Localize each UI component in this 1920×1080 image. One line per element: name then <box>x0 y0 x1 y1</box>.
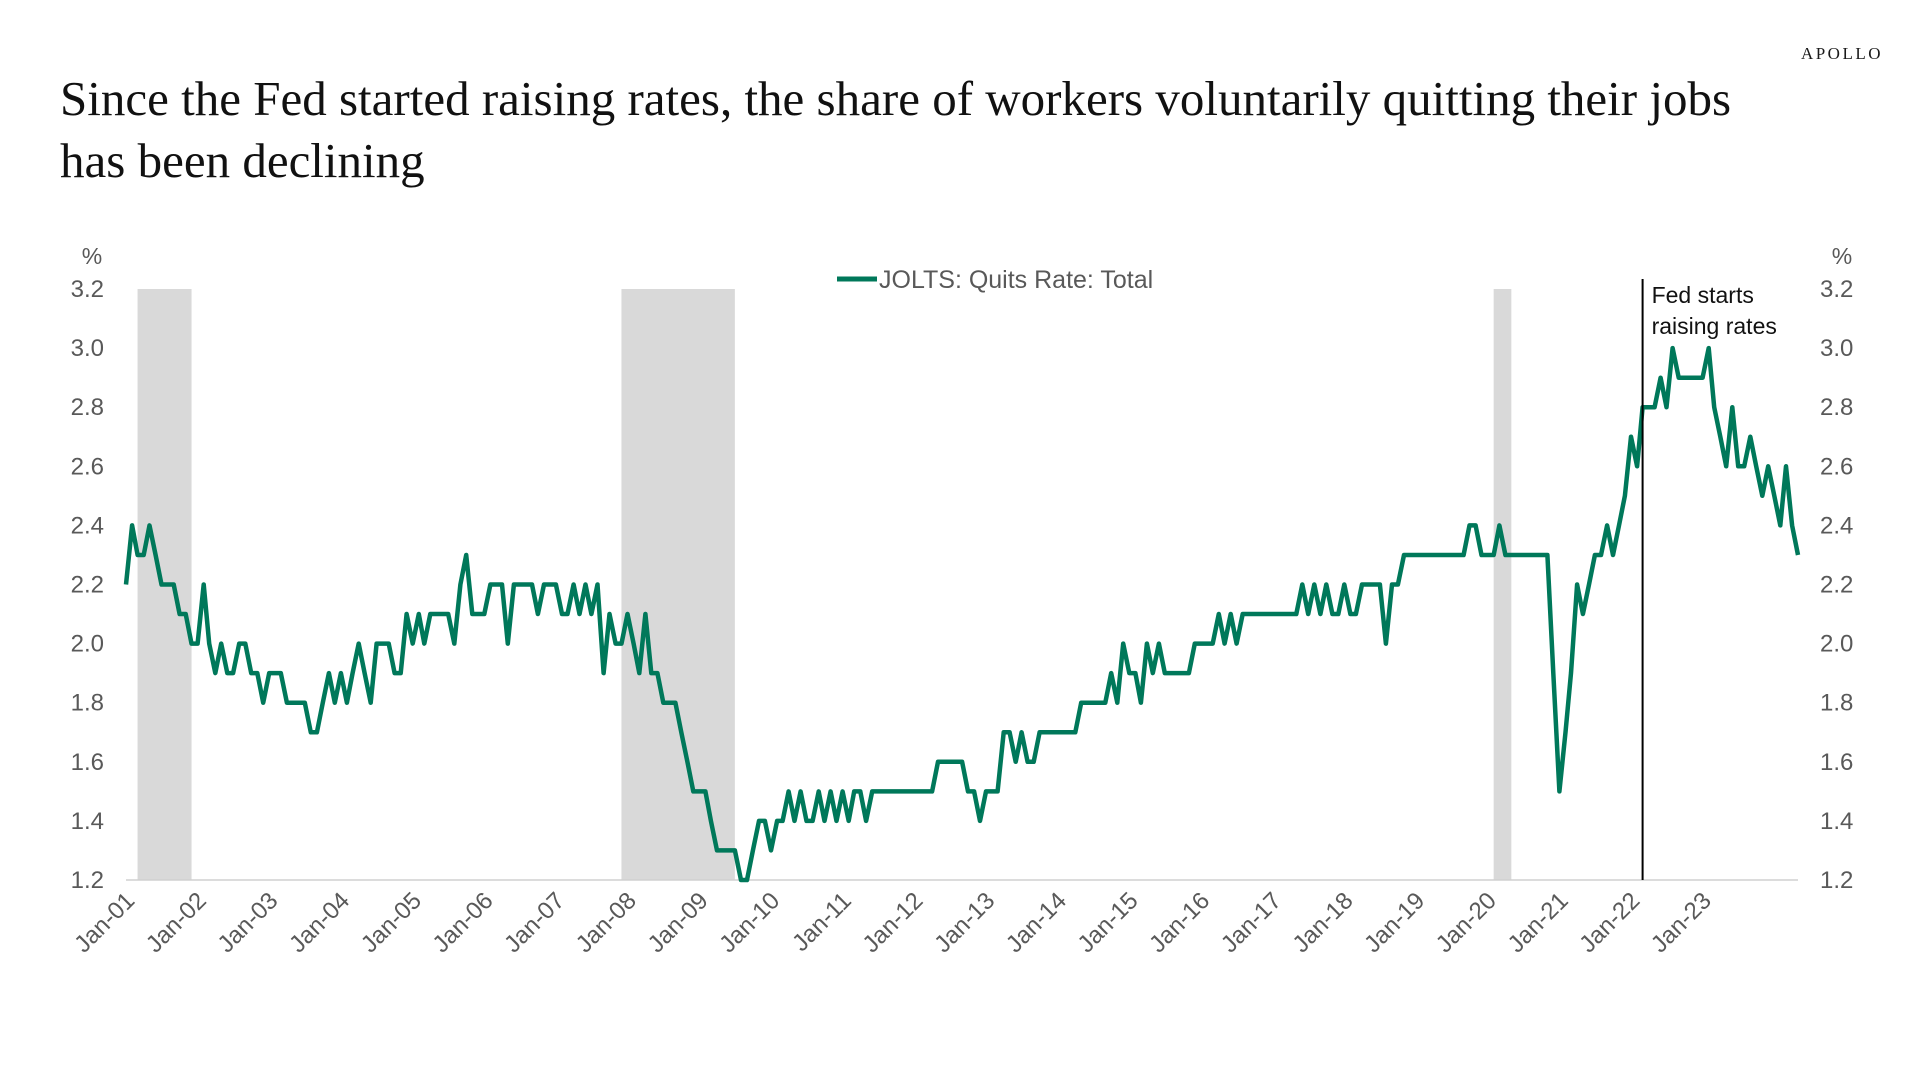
x-tick-label: Jan-22 <box>1574 887 1645 958</box>
y-axis-right: 1.2 1.4 1.6 1.8 2.0 2.2 2.4 2.6 2.8 3.0 3.2 <box>1820 276 1853 894</box>
y-tick-right: 2.2 <box>1820 572 1853 599</box>
x-tick-label: Jan-23 <box>1646 887 1717 958</box>
y-tick-right: 1.4 <box>1820 808 1853 835</box>
x-tick-label: Jan-18 <box>1288 887 1359 958</box>
recession-band-3 <box>1493 289 1512 880</box>
y-tick-right: 3.0 <box>1820 335 1853 362</box>
y-tick-right: 3.2 <box>1820 276 1853 303</box>
x-tick-label: Jan-21 <box>1503 887 1574 958</box>
annotation-label-line-2: raising rates <box>1652 313 1777 339</box>
x-tick-label: Jan-09 <box>643 887 714 958</box>
legend: JOLTS: Quits Rate: Total <box>837 266 1153 294</box>
x-axis-ticks: Jan-01 Jan-02 Jan-03 Jan-04 Jan-05 Jan-06 Jan-… <box>69 887 1717 958</box>
y-tick-right: 2.4 <box>1820 512 1853 539</box>
x-tick-label: Jan-07 <box>499 887 570 958</box>
x-tick-label: Jan-04 <box>284 887 355 958</box>
y-tick-right: 2.0 <box>1820 631 1853 658</box>
y-tick-right: 1.2 <box>1820 867 1853 894</box>
y-tick-right: 1.8 <box>1820 690 1853 717</box>
x-tick-label: Jan-12 <box>857 887 928 958</box>
x-tick-label: Jan-15 <box>1073 887 1144 958</box>
x-tick-label: Jan-11 <box>787 887 857 957</box>
annotation-label-line-1: Fed starts <box>1652 282 1754 308</box>
y-tick-left: 1.6 <box>71 749 104 776</box>
y-axis-right-unit: % <box>1832 243 1852 269</box>
x-tick-label: Jan-17 <box>1216 887 1287 958</box>
y-tick-left: 2.0 <box>71 631 104 658</box>
x-tick-label: Jan-06 <box>428 887 499 958</box>
y-tick-left: 2.4 <box>71 512 104 539</box>
y-tick-left: 3.2 <box>71 276 104 303</box>
y-tick-left: 1.4 <box>71 808 104 835</box>
x-tick-label: Jan-14 <box>1001 887 1072 958</box>
x-tick-label: Jan-02 <box>141 887 212 958</box>
x-tick-label: Jan-08 <box>571 887 642 958</box>
chart-title: Since the Fed started raising rates, the… <box>60 71 1732 188</box>
y-axis-left-unit: % <box>82 243 102 269</box>
series-line-jolts-quits <box>123 345 1801 883</box>
y-tick-right: 2.6 <box>1820 453 1853 480</box>
x-tick-label: Jan-01 <box>69 887 140 958</box>
x-tick-label: Jan-05 <box>356 887 427 958</box>
y-tick-left: 2.6 <box>71 453 104 480</box>
y-axis-left: 1.2 1.4 1.6 1.8 2.0 2.2 2.4 2.6 2.8 3.0 3.2 <box>71 276 104 894</box>
y-tick-right: 1.6 <box>1820 749 1853 776</box>
x-tick-label: Jan-20 <box>1431 887 1502 958</box>
x-tick-label: Jan-19 <box>1359 887 1430 958</box>
y-tick-left: 1.2 <box>71 867 104 894</box>
brand-logo: APOLLO <box>1800 44 1883 63</box>
y-tick-left: 3.0 <box>71 335 104 362</box>
y-tick-right: 2.8 <box>1820 394 1853 421</box>
x-tick-label: Jan-10 <box>714 887 785 958</box>
x-tick-label: Jan-03 <box>212 887 283 958</box>
annotation-fed-starts: Fed starts raising rates <box>1641 279 1777 880</box>
legend-label: JOLTS: Quits Rate: Total <box>879 266 1153 294</box>
y-tick-left: 2.2 <box>71 572 104 599</box>
y-tick-left: 2.8 <box>71 394 104 421</box>
recession-band-2 <box>621 289 735 880</box>
x-tick-label: Jan-16 <box>1144 887 1215 958</box>
x-tick-label: Jan-13 <box>929 887 1000 958</box>
recession-shading <box>137 289 1512 880</box>
y-tick-left: 1.8 <box>71 690 104 717</box>
